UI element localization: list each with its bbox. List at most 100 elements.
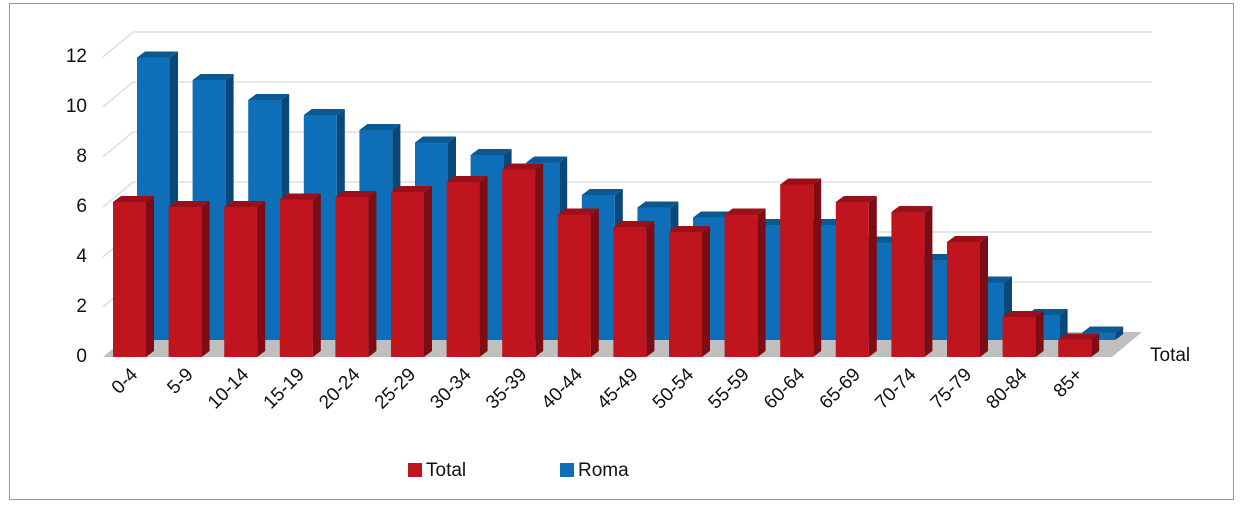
y-tick-label: 10 bbox=[66, 96, 87, 117]
bar-top bbox=[470, 149, 512, 155]
bar bbox=[613, 221, 655, 357]
bar-top bbox=[224, 201, 266, 207]
y-tick-label: 4 bbox=[76, 246, 87, 267]
bar-front bbox=[613, 227, 647, 357]
y-tick-label: 0 bbox=[76, 346, 87, 367]
bar-top bbox=[335, 191, 377, 197]
bar bbox=[557, 208, 599, 357]
bar-front bbox=[113, 202, 146, 357]
bar bbox=[113, 196, 154, 357]
grid-line bbox=[102, 31, 1152, 58]
bar bbox=[835, 196, 877, 357]
bar-side bbox=[980, 236, 988, 357]
bar-front bbox=[502, 169, 536, 357]
bar-side bbox=[813, 178, 822, 357]
bar-front bbox=[947, 242, 980, 357]
bar-side bbox=[1059, 309, 1068, 340]
bar-front bbox=[224, 207, 258, 357]
bar bbox=[724, 208, 766, 357]
legend-label: Roma bbox=[578, 460, 629, 481]
depth-axis-label: Total bbox=[1150, 345, 1190, 366]
bar-top bbox=[835, 196, 877, 202]
bar-top bbox=[1002, 311, 1044, 317]
bar bbox=[279, 193, 321, 357]
bar-top bbox=[137, 51, 178, 58]
bar bbox=[1058, 333, 1100, 357]
bar bbox=[780, 178, 822, 357]
bar-side bbox=[146, 196, 154, 357]
bar-top bbox=[359, 124, 401, 130]
bar-side bbox=[1091, 333, 1100, 357]
legend-swatch bbox=[560, 463, 574, 477]
legend-swatch bbox=[408, 463, 422, 477]
bar bbox=[446, 176, 488, 357]
bar-side bbox=[535, 163, 544, 357]
bar-top bbox=[557, 208, 599, 215]
bar-side bbox=[479, 176, 488, 357]
bar-top bbox=[526, 156, 568, 163]
bar-side bbox=[201, 201, 210, 357]
bar bbox=[391, 186, 432, 357]
y-tick-label: 2 bbox=[76, 296, 87, 317]
bar-top bbox=[1082, 326, 1124, 333]
bar-top bbox=[780, 178, 822, 185]
bar-front bbox=[891, 212, 925, 357]
bar-front bbox=[1002, 317, 1036, 357]
bar-top bbox=[581, 189, 623, 195]
bar-top bbox=[613, 221, 655, 227]
bar-top bbox=[279, 193, 321, 200]
bar bbox=[891, 206, 933, 357]
bar-side bbox=[424, 186, 432, 357]
bar-top bbox=[693, 211, 734, 218]
bar-top bbox=[446, 176, 488, 182]
bar-top bbox=[502, 163, 544, 170]
bar-top bbox=[947, 236, 988, 242]
bar-top bbox=[415, 136, 456, 143]
bar-side bbox=[368, 191, 377, 357]
bar-front bbox=[335, 197, 369, 357]
bar-side bbox=[924, 206, 933, 357]
grid-line bbox=[102, 131, 1152, 158]
bar-front bbox=[780, 184, 814, 357]
bar-front bbox=[669, 232, 702, 357]
grid-line bbox=[102, 81, 1152, 108]
bar-side bbox=[646, 221, 655, 357]
bar-top bbox=[192, 74, 234, 80]
bar-front bbox=[724, 214, 758, 357]
bar-top bbox=[113, 196, 154, 202]
bar bbox=[224, 201, 266, 357]
legend-label: Total bbox=[426, 460, 466, 481]
bar-side bbox=[702, 226, 710, 357]
bar bbox=[502, 163, 544, 357]
bar bbox=[669, 226, 710, 357]
bar bbox=[168, 201, 210, 357]
bar-front bbox=[279, 199, 313, 357]
y-tick-label: 8 bbox=[76, 146, 87, 167]
bar-side bbox=[1035, 311, 1044, 357]
bar-top bbox=[669, 226, 710, 232]
bar bbox=[335, 191, 377, 357]
bar-front bbox=[391, 192, 424, 357]
y-tick-label: 6 bbox=[76, 196, 87, 217]
bar-side bbox=[757, 208, 766, 357]
bar-front bbox=[557, 214, 591, 357]
bar-front bbox=[446, 182, 480, 357]
bar-top bbox=[391, 186, 432, 192]
bar-top bbox=[1058, 333, 1100, 340]
bar-front bbox=[168, 207, 202, 357]
bar-top bbox=[248, 94, 290, 100]
bar-side bbox=[1115, 326, 1124, 340]
bar-front bbox=[835, 202, 869, 357]
bar bbox=[947, 236, 988, 357]
bar bbox=[1002, 311, 1044, 357]
bar-side bbox=[868, 196, 877, 357]
bar-side bbox=[590, 208, 599, 357]
bar-top bbox=[637, 201, 679, 208]
bar-top bbox=[724, 208, 766, 215]
bar-top bbox=[168, 201, 210, 207]
bar-top bbox=[891, 206, 933, 212]
bar-top bbox=[303, 109, 345, 115]
bar-front bbox=[1058, 339, 1092, 357]
bar-side bbox=[257, 201, 266, 357]
